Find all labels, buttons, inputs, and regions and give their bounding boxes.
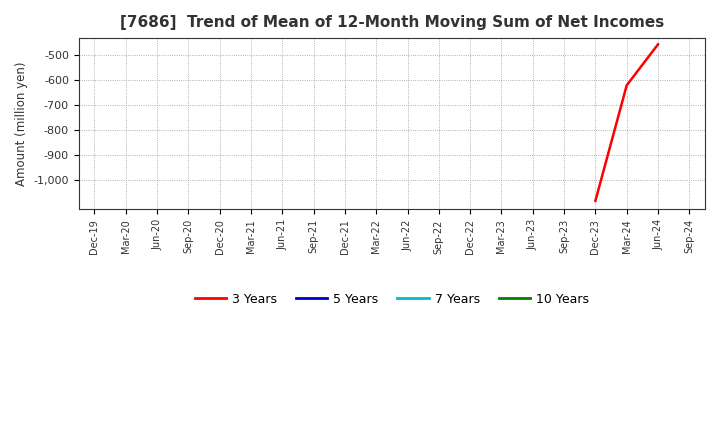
Line: 3 Years: 3 Years: [595, 44, 658, 201]
Y-axis label: Amount (million yen): Amount (million yen): [15, 62, 28, 186]
3 Years: [654, 42, 662, 47]
3 Years: [622, 83, 631, 88]
Legend: 3 Years, 5 Years, 7 Years, 10 Years: 3 Years, 5 Years, 7 Years, 10 Years: [189, 288, 594, 311]
Title: [7686]  Trend of Mean of 12-Month Moving Sum of Net Incomes: [7686] Trend of Mean of 12-Month Moving …: [120, 15, 664, 30]
3 Years: [591, 198, 600, 203]
